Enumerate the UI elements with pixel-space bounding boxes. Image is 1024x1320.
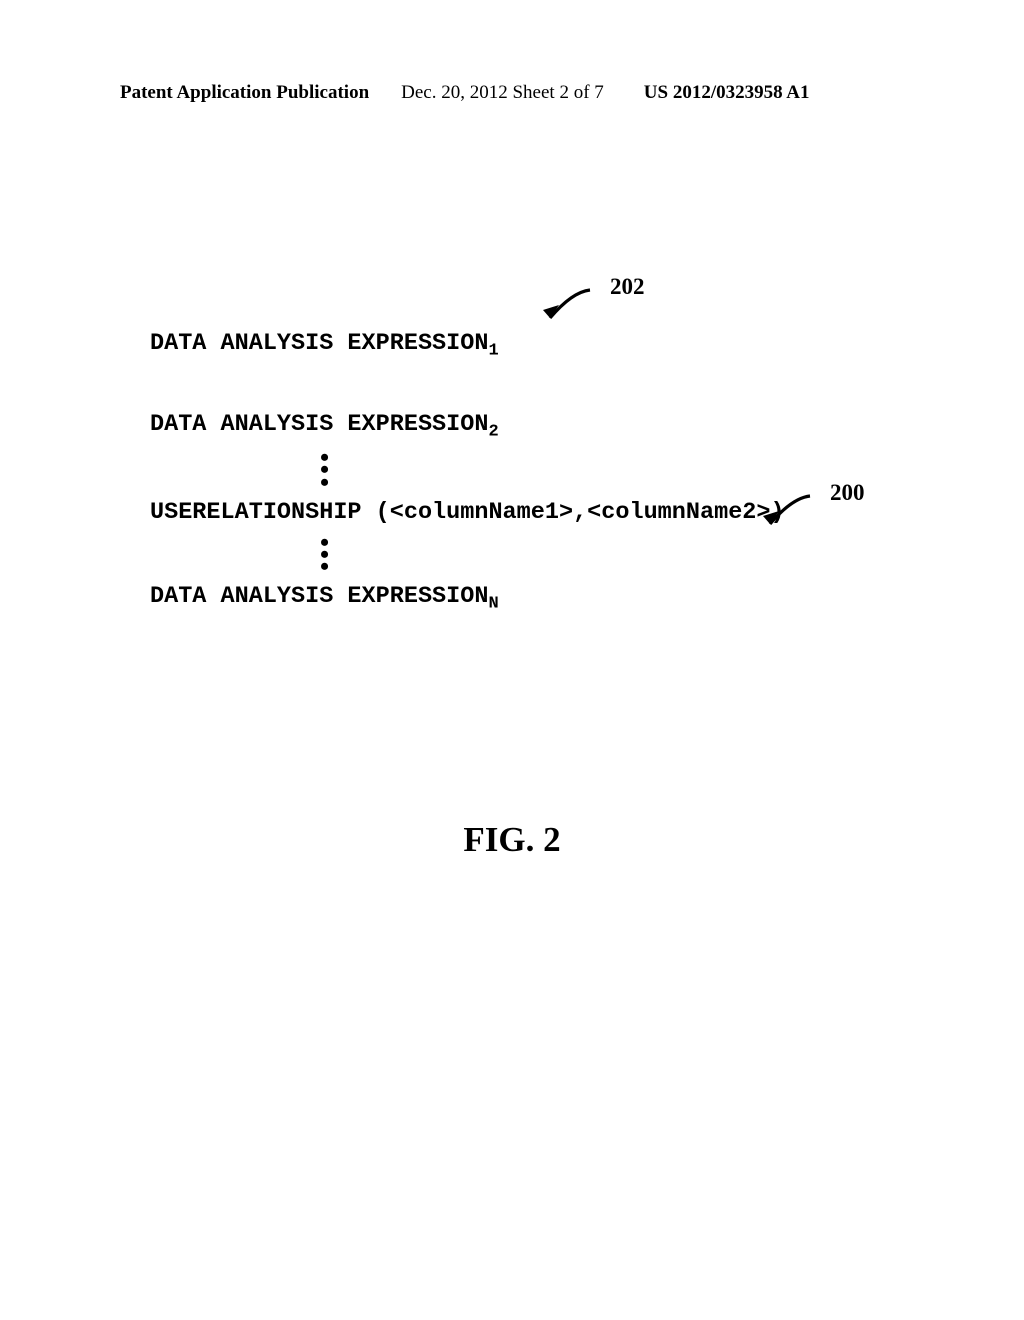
code-text: DATA ANALYSIS EXPRESSION — [150, 330, 488, 357]
header-publication-number: US 2012/0323958 A1 — [604, 82, 810, 104]
reference-callout-200: 200 — [780, 482, 900, 532]
leader-arrow-icon — [762, 488, 822, 532]
code-subscript: 2 — [488, 422, 498, 441]
code-subscript: N — [488, 595, 498, 614]
vertical-ellipsis-icon: ••• — [150, 453, 870, 486]
reference-number: 202 — [610, 274, 645, 300]
code-line-expression-n: DATA ANALYSIS EXPRESSIONN — [150, 583, 870, 614]
figure-caption: FIG. 2 — [0, 820, 1024, 860]
code-line-expression-1: DATA ANALYSIS EXPRESSION1 — [150, 330, 870, 361]
vertical-ellipsis-icon: ••• — [150, 538, 870, 571]
figure-region: 202 200 DATA ANALYSIS EXPRESSION1 DATA A… — [150, 330, 870, 614]
reference-number: 200 — [830, 480, 865, 506]
page-header: Patent Application Publication Dec. 20, … — [0, 82, 1024, 104]
code-text: DATA ANALYSIS EXPRESSION — [150, 583, 488, 610]
header-date-sheet: Dec. 20, 2012 Sheet 2 of 7 — [369, 82, 604, 104]
code-text: USERELATIONSHIP (<columnName1>,<columnNa… — [150, 499, 785, 526]
page: Patent Application Publication Dec. 20, … — [0, 0, 1024, 1320]
leader-arrow-icon — [542, 282, 602, 326]
header-publication-label: Patent Application Publication — [0, 82, 369, 104]
code-subscript: 1 — [488, 342, 498, 361]
reference-callout-202: 202 — [560, 276, 680, 326]
spacer — [150, 361, 870, 411]
code-text: DATA ANALYSIS EXPRESSION — [150, 411, 488, 438]
code-line-expression-2: DATA ANALYSIS EXPRESSION2 — [150, 411, 870, 442]
